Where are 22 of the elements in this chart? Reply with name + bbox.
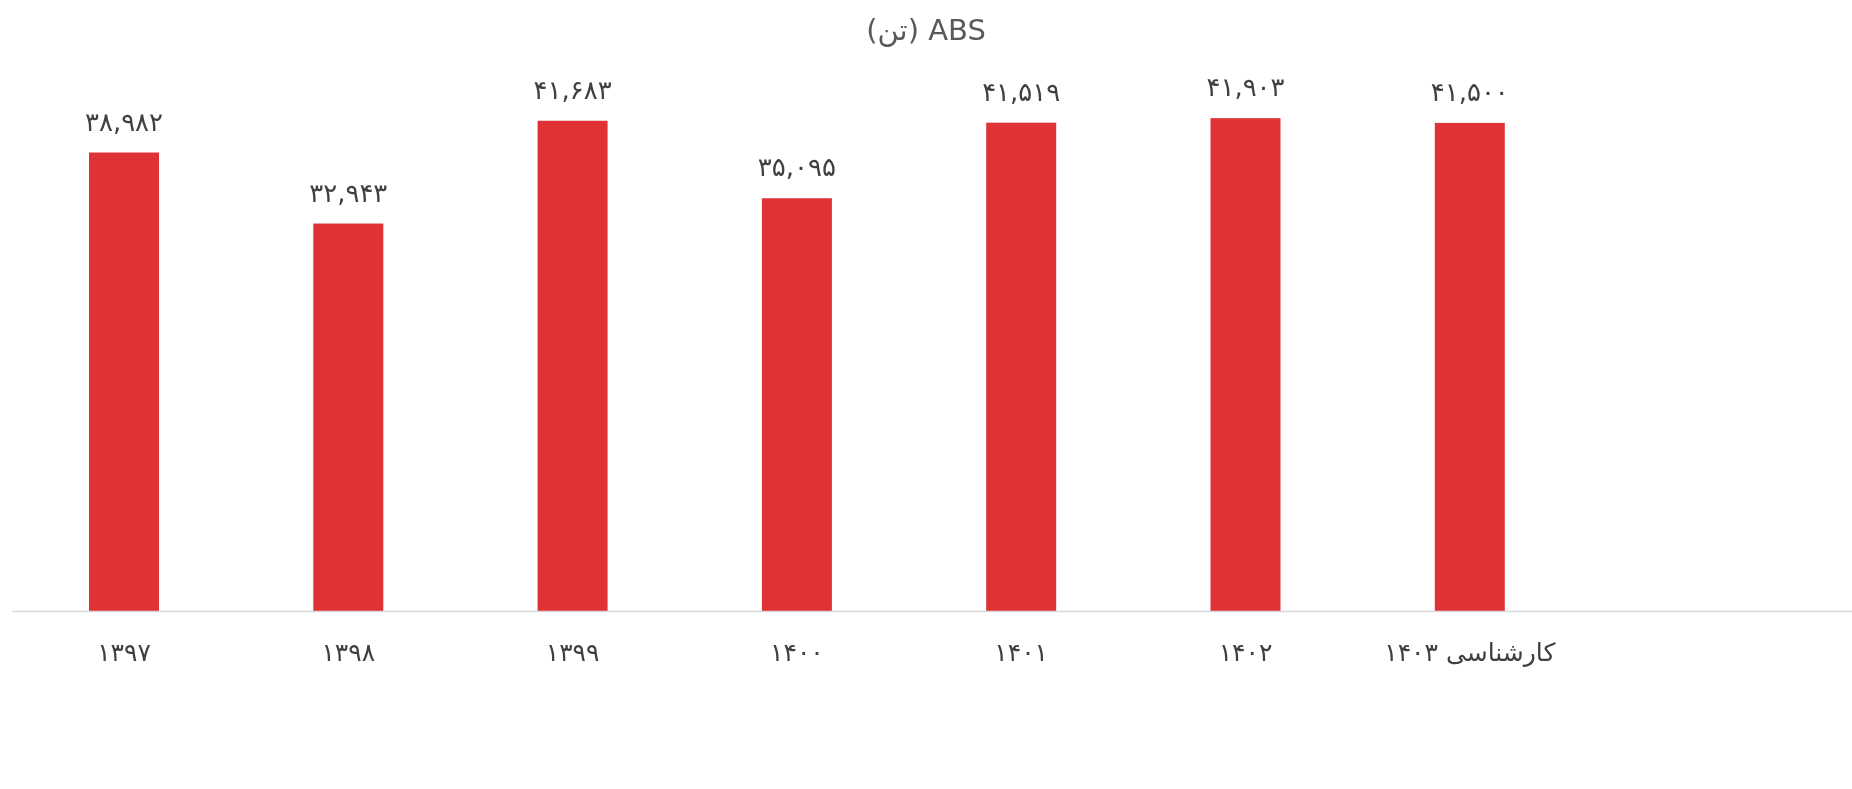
data-label: ۳۲,۹۴۳: [309, 177, 388, 208]
data-label: ۴۱,۵۱۹: [982, 76, 1061, 107]
x-tick-label: ۱۴۰۲: [1218, 638, 1273, 667]
x-tick-label: کارشناسی ۱۴۰۳: [1384, 638, 1556, 667]
bar: [537, 120, 608, 611]
x-tick-label: ۱۳۹۹: [545, 638, 600, 667]
chart-title: ABS (تن): [866, 13, 986, 47]
bar: [89, 152, 159, 611]
x-tick-label: ۱۴۰۰: [770, 638, 824, 667]
bar: [761, 198, 832, 611]
data-label: ۳۸,۹۸۲: [84, 106, 164, 137]
data-label: ۴۱,۵۰۰: [1430, 76, 1509, 107]
data-label: ۴۱,۶۸۳: [533, 74, 612, 105]
data-label: ۳۵,۰۹۵: [757, 152, 836, 183]
x-tick-label: ۱۳۹۷: [97, 638, 151, 667]
bar: [313, 223, 384, 611]
x-tick-label: ۱۳۹۸: [321, 638, 376, 667]
bar: [1434, 122, 1505, 611]
data-label: ۴۱,۹۰۳: [1206, 72, 1285, 103]
bar: [986, 122, 1057, 611]
bar: [1210, 118, 1281, 611]
x-tick-label: ۱۴۰۱: [994, 638, 1049, 667]
